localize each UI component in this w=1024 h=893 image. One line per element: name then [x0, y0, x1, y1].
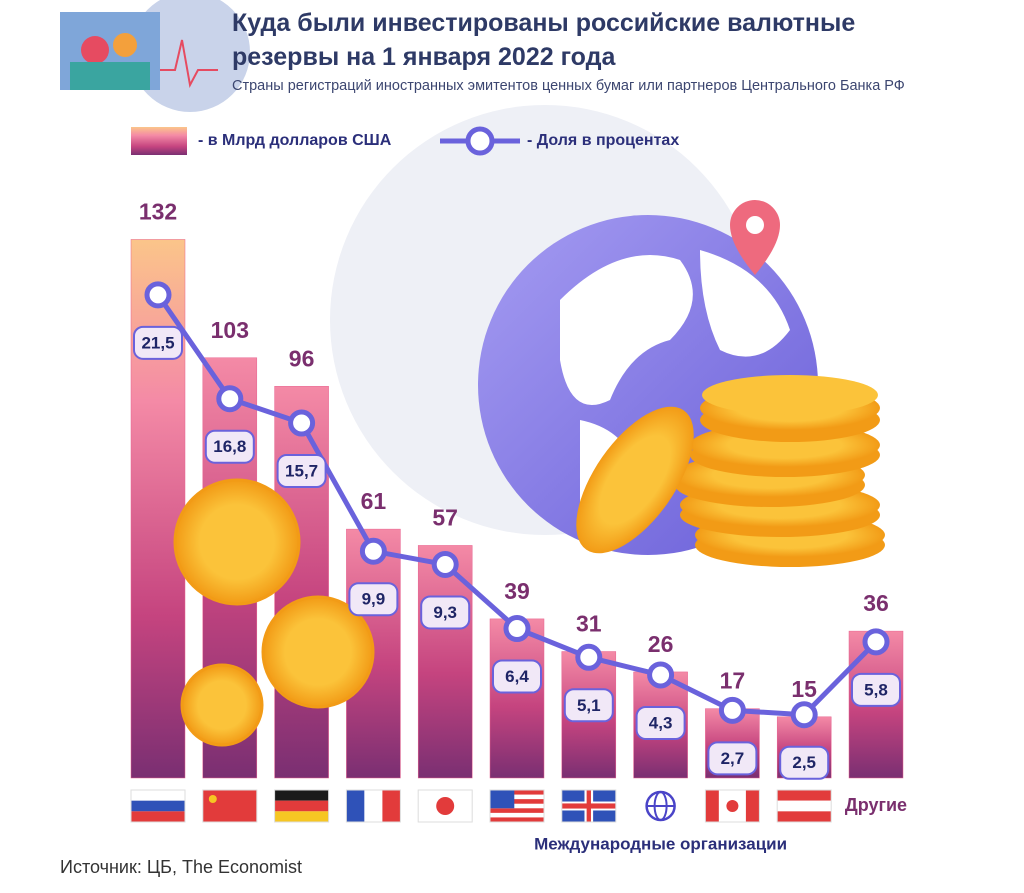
bar-value-label: 57 — [432, 505, 458, 531]
chart-subtitle: Страны регистраций иностранных эмитентов… — [232, 78, 905, 94]
line-marker — [431, 550, 459, 578]
flag-border — [130, 789, 186, 823]
line-value-label: 5,1 — [577, 696, 601, 715]
bar-value-label: 17 — [720, 668, 746, 694]
flag — [131, 790, 185, 801]
value-label-box — [707, 741, 758, 776]
flag — [490, 808, 544, 813]
flag — [202, 790, 257, 822]
bar-value-label: 132 — [139, 199, 177, 225]
flag — [490, 790, 515, 809]
flag — [490, 790, 544, 795]
bar-value-label: 26 — [648, 631, 674, 657]
flag — [561, 803, 616, 809]
bar-value-label: 15 — [791, 676, 817, 702]
legend-swatch — [131, 127, 187, 155]
x-tick-label: Другие — [845, 795, 907, 815]
legend-label: - Доля в процентах — [527, 132, 679, 149]
flag-border — [776, 789, 832, 823]
line-marker — [288, 409, 316, 437]
flag — [705, 790, 719, 822]
flag — [726, 800, 739, 812]
line-marker — [503, 615, 531, 643]
value-label-box — [276, 454, 327, 489]
bar-value-label: 31 — [576, 611, 602, 637]
line-marker — [862, 628, 890, 656]
flag — [274, 800, 329, 812]
line-marker — [144, 281, 172, 309]
coin-stack — [576, 375, 885, 567]
bar-value-label: 103 — [211, 317, 249, 343]
flag — [745, 790, 760, 822]
value-label-box — [779, 745, 830, 780]
line-value-label: 9,3 — [433, 603, 457, 622]
flag — [208, 795, 217, 803]
flag — [364, 790, 383, 822]
x-tick-label: Международные организации — [534, 834, 787, 853]
line-value-label: 4,3 — [649, 713, 673, 732]
line-marker — [575, 643, 603, 671]
line-value-label: 6,4 — [505, 667, 529, 686]
line-value-label: 15,7 — [285, 462, 318, 481]
bar-value-label: 36 — [863, 590, 889, 616]
flag — [777, 811, 832, 822]
flag-border — [417, 789, 473, 823]
flag — [131, 811, 185, 822]
chart-title: Куда были инвестированы российские валют… — [232, 9, 856, 71]
line-marker — [718, 696, 746, 724]
line-value-label: 16,8 — [213, 437, 246, 456]
value-label-box — [420, 595, 471, 630]
bar — [489, 618, 545, 779]
gold-coins — [173, 478, 375, 747]
flag — [382, 790, 401, 822]
value-label-box — [851, 672, 901, 707]
flag — [131, 800, 185, 812]
line-value-label: 2,7 — [721, 749, 745, 768]
value-label-box — [348, 582, 399, 617]
flag-border — [704, 789, 760, 823]
value-label-box — [563, 688, 614, 723]
flag — [346, 790, 365, 822]
flag — [777, 800, 832, 812]
line-value-label: 2,5 — [792, 753, 816, 772]
value-label-box — [204, 429, 255, 464]
flag — [436, 797, 455, 815]
logo — [60, 0, 250, 112]
line-marker — [790, 701, 818, 729]
flag-border — [489, 789, 545, 823]
line-marker — [359, 537, 387, 565]
flag-border — [202, 789, 258, 823]
bar-value-label: 39 — [504, 578, 530, 604]
legend-label: - в Млрд долларов США — [198, 132, 392, 149]
value-label-box — [133, 325, 183, 360]
line-marker — [216, 385, 244, 413]
value-label-box — [635, 705, 686, 740]
flag — [274, 790, 329, 801]
bar-value-label: 96 — [289, 345, 315, 371]
flag-border — [561, 789, 617, 823]
line-value-label: 9,9 — [362, 590, 386, 609]
legend-marker — [465, 126, 495, 156]
bar — [417, 545, 473, 779]
flag — [490, 799, 544, 804]
line-marker — [647, 661, 675, 689]
line-value-label: 5,8 — [864, 680, 888, 699]
flag-border — [345, 789, 401, 823]
flag — [274, 811, 329, 822]
line-value-label: 21,5 — [141, 333, 174, 352]
bar-value-label: 61 — [361, 488, 387, 514]
value-label-box — [492, 659, 542, 694]
flag-border — [274, 789, 330, 823]
source: Источник: ЦБ, The Economist — [60, 857, 302, 877]
flag — [490, 817, 544, 822]
flag — [777, 790, 832, 801]
